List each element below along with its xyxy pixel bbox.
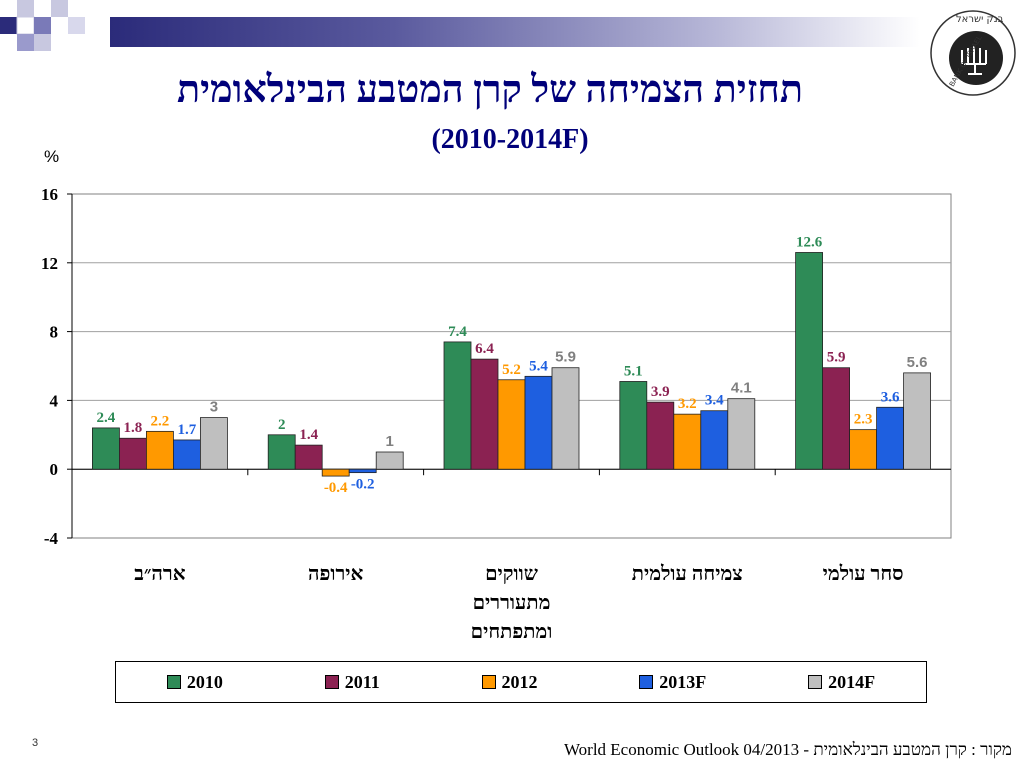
bar-2014f-0 — [199, 417, 228, 470]
page-subtitle: (2010-2014F) — [431, 124, 589, 155]
legend-label-2014f: 2014F — [828, 671, 876, 692]
legend-label-2011: 2011 — [344, 671, 380, 692]
bar-2012-2 — [497, 379, 526, 470]
bar-2011-1 — [294, 444, 323, 470]
data-label-2012-3: 3.2 — [678, 396, 697, 412]
bar-2011-2 — [470, 358, 499, 470]
bar-2014f-1 — [375, 451, 404, 470]
data-label-2010-3: 5.1 — [624, 363, 643, 379]
bar-2013f-4 — [876, 406, 904, 470]
bar-2013f-2 — [524, 375, 553, 470]
data-label-2014f-1: 1 — [386, 433, 394, 450]
legend-item-2014f: 2014F — [808, 672, 875, 693]
data-label-2011-3: 3.9 — [651, 384, 670, 400]
source-note: מקור : קרן המטבע הבינלאומית - World Econ… — [563, 740, 1012, 759]
bar-2013f-0 — [172, 439, 201, 470]
category-label-0: ארה״ב — [134, 563, 186, 585]
legend-swatch-2013f — [639, 675, 654, 689]
bar-2010-3 — [619, 381, 648, 470]
data-label-2012-4: 2.3 — [854, 412, 873, 428]
page-number: 3 — [32, 737, 39, 749]
bar-2012-0 — [145, 430, 174, 470]
data-label-2013f-0: 1.7 — [178, 422, 197, 438]
bar-2012-4 — [849, 429, 877, 470]
legend-label-2012: 2012 — [501, 671, 538, 692]
legend-item-2011: 2011 — [324, 671, 380, 693]
legend-item-2010: 2010 — [166, 671, 223, 693]
y-axis-unit: % — [44, 147, 60, 166]
bar-2010-4 — [795, 252, 823, 470]
legend-item-2012: 2012 — [481, 671, 538, 693]
data-label-2014f-4: 5.6 — [907, 354, 928, 371]
y-tick-label: 8 — [50, 323, 59, 342]
data-label-2011-1: 1.4 — [299, 427, 318, 443]
data-label-2010-4: 12.6 — [796, 234, 823, 250]
category-label-3: צמיחה עולמית — [632, 563, 743, 585]
data-label-2013f-2: 5.4 — [529, 358, 548, 374]
data-label-2012-1: -0.4 — [324, 480, 348, 496]
category-label-4: סחר עולמי — [823, 563, 904, 585]
data-label-2010-2: 7.4 — [448, 324, 467, 340]
category-label-2: ומתפתחים — [471, 621, 553, 643]
bar-2014f-2 — [551, 367, 580, 470]
legend-label-2013f: 2013F — [659, 671, 707, 692]
bar-2014f-3 — [727, 398, 756, 470]
data-label-2012-0: 2.2 — [151, 413, 170, 429]
category-label-2: מתעוררים — [473, 592, 551, 614]
data-label-2013f-1: -0.2 — [351, 477, 375, 493]
y-tick-label: 12 — [41, 254, 58, 273]
chart-legend: 2010 2011 2012 2013F 2014F — [115, 661, 927, 703]
data-label-2012-2: 5.2 — [502, 362, 521, 378]
data-label-2011-0: 1.8 — [124, 420, 143, 436]
legend-label-2010: 2010 — [186, 671, 223, 692]
bar-2010-0 — [92, 427, 120, 470]
data-label-2013f-3: 3.4 — [705, 393, 724, 409]
bar-2012-3 — [673, 413, 702, 470]
data-label-2013f-4: 3.6 — [881, 389, 900, 405]
legend-swatch-2010 — [166, 675, 181, 689]
data-label-2010-1: 2 — [278, 417, 286, 433]
data-label-2014f-2: 5.9 — [555, 349, 576, 366]
bar-2011-3 — [646, 401, 675, 470]
svg-text:בנק ישראל: בנק ישראל — [956, 14, 1004, 25]
bar-2011-0 — [119, 437, 147, 470]
legend-item-2013f: 2013F — [639, 672, 706, 693]
category-label-2: שווקים — [485, 563, 538, 585]
data-label-2014f-0: 3 — [210, 399, 218, 416]
data-label-2011-4: 5.9 — [827, 350, 846, 366]
bar-2010-1 — [267, 434, 296, 470]
data-label-2014f-3: 4.1 — [731, 380, 752, 397]
legend-swatch-2011 — [324, 675, 339, 689]
data-label-2010-0: 2.4 — [97, 410, 116, 426]
legend-swatch-2012 — [481, 675, 496, 689]
header-gradient-bar — [110, 17, 920, 47]
category-label-1: אירופה — [308, 563, 364, 585]
legend-swatch-2014f — [808, 675, 823, 689]
bar-2013f-3 — [700, 410, 729, 470]
bar-2012-1 — [321, 468, 350, 477]
y-tick-label: 16 — [41, 185, 58, 204]
y-tick-label: 4 — [50, 391, 59, 410]
growth-bar-chart: -4 0 4 8 12 16 2.4 1.8 2.2 1.7 3 ארה״ב 2 1.4 -0.4 -0.2 1… — [41, 185, 952, 643]
bar-2010-2 — [443, 341, 472, 470]
corner-decoration — [0, 0, 85, 51]
bar-2011-4 — [822, 367, 850, 470]
y-tick-label: -4 — [44, 529, 59, 548]
bar-2013f-1 — [348, 468, 377, 474]
y-tick-label: 0 — [50, 460, 59, 479]
bank-of-israel-logo: בנק ישראל BANK OF ISRAEL — [930, 10, 1016, 96]
page-title: תחזית הצמיחה של קרן המטבע הבינלאומית — [176, 69, 804, 111]
bar-2014f-4 — [903, 372, 931, 470]
data-label-2011-2: 6.4 — [475, 341, 494, 357]
